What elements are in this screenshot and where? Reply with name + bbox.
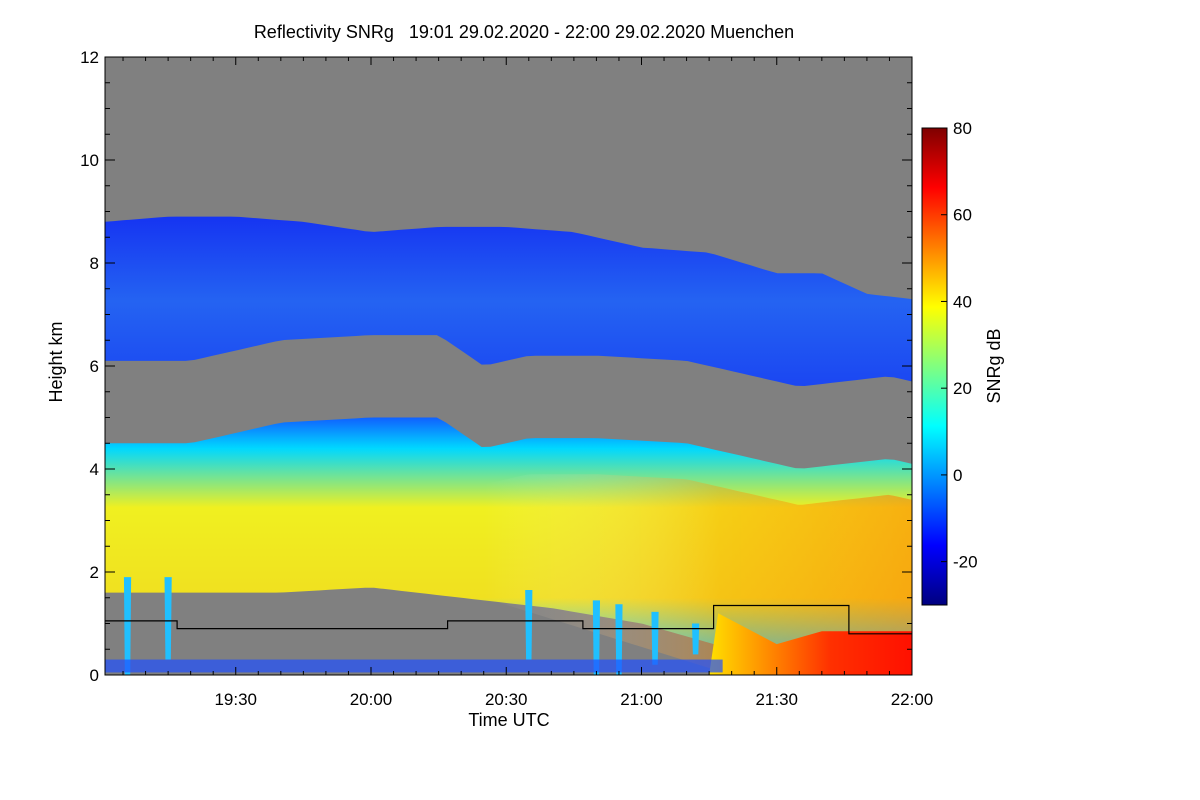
ground-precipitation-echo (709, 613, 912, 675)
fall-streak (651, 611, 659, 665)
colorbar-tick-label: 20 (953, 379, 972, 398)
y-tick-label: 8 (90, 254, 99, 273)
y-tick-label: 2 (90, 563, 99, 582)
x-axis-label: Time UTC (468, 710, 549, 730)
colorbar-tick-label: -20 (953, 553, 978, 572)
x-axis: 19:30 20:00 20:30 21:00 21:30 22:00 (122, 57, 934, 709)
x-tick-label: 21:30 (755, 690, 798, 709)
y-tick-label: 0 (90, 666, 99, 685)
fall-streak (123, 577, 132, 675)
chart-title: Reflectivity SNRg 19:01 29.02.2020 - 22:… (253, 22, 795, 42)
fall-streak (525, 590, 533, 660)
x-tick-label: 19:30 (214, 690, 257, 709)
colorbar-scale (921, 127, 948, 606)
x-tick-label: 20:00 (350, 690, 393, 709)
x-tick-label: 21:00 (620, 690, 663, 709)
y-axis: 0 2 4 6 8 10 12 (80, 48, 912, 685)
y-axis-label: Height km (46, 321, 66, 402)
y-tick-label: 6 (90, 357, 99, 376)
colorbar-tick-label: 60 (953, 206, 972, 225)
colorbar-tick-label: 80 (953, 119, 972, 138)
fall-streak (592, 600, 601, 675)
colorbar-tick-label: 40 (953, 292, 972, 311)
x-tick-label: 20:30 (485, 690, 528, 709)
fall-streaks (105, 577, 723, 675)
y-tick-label: 12 (80, 48, 99, 67)
x-tick-label: 22:00 (891, 690, 934, 709)
ground-clutter (105, 659, 723, 673)
strong-echo-region (483, 474, 912, 675)
fall-streak (164, 577, 172, 660)
fall-streak (615, 604, 623, 675)
colorbar-ticks: 80 60 40 20 0 -20 (941, 119, 978, 572)
colorbar: 80 60 40 20 0 -20 SNRg dB (921, 119, 1004, 606)
y-tick-label: 4 (90, 460, 99, 479)
cloud-base-line (105, 604, 912, 635)
fall-streak (691, 623, 700, 655)
upper-cloud-layer (105, 216, 912, 386)
plot-area (105, 57, 912, 675)
colorbar-tick-label: 0 (953, 466, 962, 485)
y-tick-label: 10 (80, 151, 99, 170)
colorbar-label: SNRg dB (984, 328, 1004, 403)
